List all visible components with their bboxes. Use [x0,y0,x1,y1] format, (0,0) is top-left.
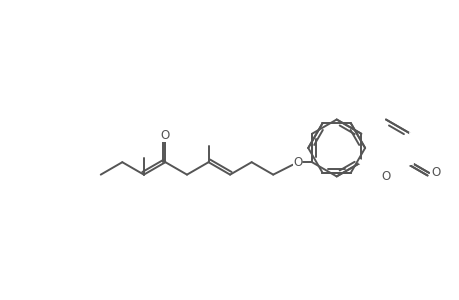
Text: O: O [292,156,302,169]
Text: O: O [430,167,439,179]
Text: O: O [161,129,170,142]
Text: O: O [381,170,390,183]
